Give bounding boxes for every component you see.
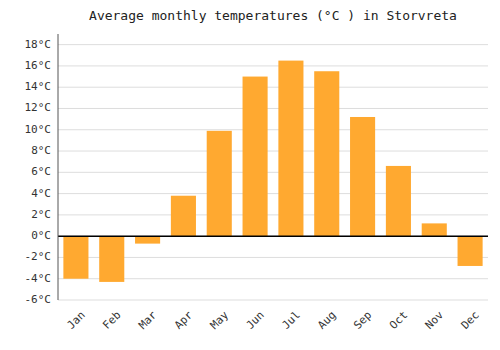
y-tick-label: 8°C <box>31 144 51 157</box>
x-tick-label: May <box>208 308 232 332</box>
bar <box>458 236 483 266</box>
x-tick-label: Jul <box>279 309 302 332</box>
x-tick-label: Aug <box>315 309 338 332</box>
bar <box>207 131 232 236</box>
grid-line <box>58 108 488 109</box>
bar <box>386 166 411 236</box>
y-tick-label: 12°C <box>25 101 52 114</box>
y-tick-label: 0°C <box>31 229 51 242</box>
grid-line <box>58 129 488 130</box>
chart-title: Average monthly temperatures (°C ) in St… <box>89 8 457 23</box>
x-tick-label: Jan <box>64 309 87 332</box>
grid-line <box>58 151 488 152</box>
grid-line <box>58 300 488 301</box>
x-tick-label: Apr <box>172 308 196 332</box>
y-tick-label: 18°C <box>25 38 52 51</box>
grid-line <box>58 193 488 194</box>
bar <box>350 117 375 236</box>
x-tick-label: Jun <box>244 309 267 332</box>
y-tick-label: 14°C <box>25 80 52 93</box>
grid-line <box>58 44 488 45</box>
bar <box>314 71 339 236</box>
x-tick-label: Oct <box>387 309 410 332</box>
y-axis-line <box>58 34 59 300</box>
y-tick-label: 6°C <box>31 165 51 178</box>
grid <box>58 45 488 300</box>
x-tick-label: Feb <box>100 309 123 332</box>
x-tick-labels: Jan Feb Mar Apr May Jun Jul Aug Sep Oct Nov Dec <box>64 308 481 332</box>
x-tick-label: Nov <box>423 308 447 332</box>
y-tick-label: 10°C <box>25 123 52 136</box>
x-tick-label: Sep <box>351 309 374 332</box>
y-tick-label: -6°C <box>25 293 52 306</box>
y-tick-label: 4°C <box>31 187 51 200</box>
y-tick-labels: -6°C -4°C -2°C 0°C 2°C 4°C 6°C 8°C 10°C 12°C 14°C 1… <box>25 38 52 306</box>
grid-line <box>58 65 488 66</box>
bar <box>278 61 303 237</box>
x-tick-label: Dec <box>459 309 482 332</box>
bar <box>422 223 447 236</box>
bars <box>63 61 482 282</box>
grid-line <box>58 172 488 173</box>
bar <box>171 196 196 236</box>
grid-line <box>58 236 488 237</box>
chart-container: -6°C -4°C -2°C 0°C 2°C 4°C 6°C 8°C 10°C 12°C 14°C 1… <box>0 0 500 350</box>
grid-line <box>58 87 488 88</box>
bar <box>99 236 124 282</box>
y-tick-label: -4°C <box>25 272 52 285</box>
baseline <box>58 235 488 237</box>
bar <box>63 236 88 279</box>
y-tick-label: -2°C <box>25 250 52 263</box>
bar <box>135 236 160 243</box>
grid-line <box>58 214 488 215</box>
y-tick-label: 16°C <box>25 59 52 72</box>
y-tick-label: 2°C <box>31 208 51 221</box>
chart-svg: -6°C -4°C -2°C 0°C 2°C 4°C 6°C 8°C 10°C 12°C 14°C 1… <box>0 0 500 350</box>
x-tick-label: Mar <box>136 308 160 332</box>
bar <box>243 77 268 237</box>
